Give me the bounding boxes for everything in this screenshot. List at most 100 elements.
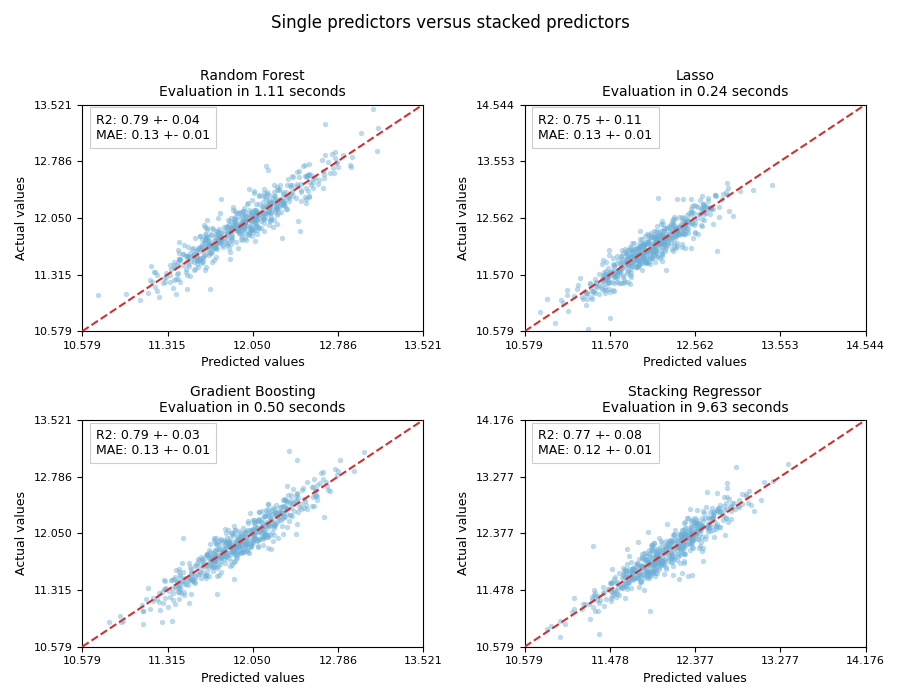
Point [672,223,687,234]
Point [719,512,733,523]
Point [688,228,702,239]
Point [230,223,245,235]
Point [635,561,650,573]
Point [155,616,169,627]
Point [678,527,692,538]
Point [694,219,708,230]
Point [676,223,690,235]
Point [215,547,230,558]
Point [637,239,652,251]
Point [237,209,251,220]
Point [235,231,249,242]
Point [250,228,265,239]
Point [695,191,709,202]
Point [622,568,636,579]
Point [625,256,639,267]
Point [233,229,248,240]
Point [237,530,251,541]
Point [241,226,256,237]
Point [658,544,672,555]
Point [675,224,689,235]
Point [285,170,300,181]
Point [292,226,307,237]
Point [644,229,658,240]
Point [647,243,662,254]
Point [647,563,662,574]
Point [235,221,249,232]
Point [321,485,336,496]
Point [645,567,660,578]
Point [669,230,683,241]
Point [255,531,269,542]
Point [601,274,616,285]
Point [256,207,271,218]
Point [670,194,684,205]
Point [212,232,227,244]
Point [674,524,688,536]
Point [694,204,708,215]
Point [230,208,244,219]
Point [635,561,650,572]
Point [186,574,201,585]
Point [172,587,186,598]
Point [112,610,127,622]
Point [202,550,216,561]
Point [345,151,359,162]
Point [567,593,581,604]
Point [639,239,653,250]
Point [653,225,668,237]
Point [608,573,622,584]
Point [208,560,222,571]
Point [219,547,233,558]
Point [152,292,166,303]
Point [214,533,229,545]
Point [640,258,654,269]
Point [706,218,720,230]
Point [250,209,265,220]
Point [566,290,580,302]
Point [639,564,653,575]
Point [237,219,251,230]
Point [173,582,187,594]
Point [631,243,645,254]
Point [650,567,664,578]
Point [587,584,601,596]
Point [670,240,684,251]
Point [650,543,664,554]
Point [734,186,748,197]
Point [176,575,190,586]
Point [280,503,294,514]
Point [617,566,632,578]
Point [183,557,197,568]
Point [662,229,676,240]
Point [172,578,186,589]
Point [691,229,706,240]
Point [255,201,269,212]
Point [659,536,673,547]
Point [143,274,157,285]
Point [221,237,236,248]
Point [227,556,241,568]
Point [673,220,688,231]
Point [243,531,257,542]
Point [670,550,685,561]
Point [598,256,613,267]
Point [186,243,201,254]
Point [660,223,674,234]
Point [653,235,668,246]
Point [265,206,279,217]
Point [608,267,622,279]
Point [256,527,271,538]
Point [611,582,625,593]
Point [221,227,236,238]
Point [270,181,284,193]
Point [216,550,230,561]
Point [234,535,248,546]
Point [618,571,633,582]
Point [276,528,291,540]
Point [238,538,253,550]
Point [234,210,248,221]
Point [193,230,207,241]
Point [326,162,340,174]
Point [628,252,643,263]
